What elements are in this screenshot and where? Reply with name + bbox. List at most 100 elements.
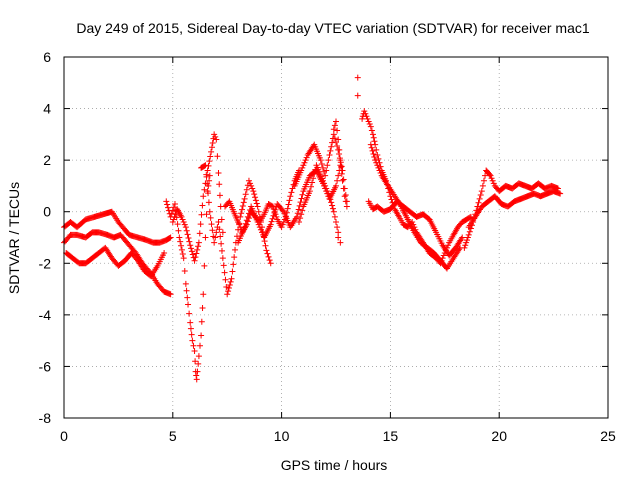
y-tick-label: -4: [39, 307, 52, 323]
data-point: [299, 191, 306, 198]
data-point-outlier: [354, 74, 361, 81]
data-point: [228, 275, 235, 282]
data-point: [339, 167, 346, 174]
data-point: [181, 221, 188, 228]
data-point: [179, 251, 186, 258]
data-point: [369, 147, 376, 154]
data-point: [202, 162, 209, 169]
data-point: [309, 179, 316, 186]
data-point: [296, 202, 303, 209]
data-point: [164, 201, 171, 208]
data-point: [340, 176, 347, 183]
data-point: [322, 172, 329, 179]
data-point: [185, 235, 192, 242]
data-point: [245, 177, 252, 184]
data-point: [267, 221, 274, 228]
data-point: [373, 146, 380, 153]
data-point: [330, 126, 337, 133]
data-point: [466, 214, 473, 221]
data-point: [477, 191, 484, 198]
data-point: [192, 254, 199, 261]
data-point: [311, 170, 318, 177]
data-point: [208, 144, 215, 151]
data-point: [169, 219, 176, 226]
data-points: [61, 74, 564, 383]
data-point: [328, 199, 335, 206]
data-point: [205, 199, 212, 206]
data-point: [268, 202, 275, 209]
data-point: [463, 237, 470, 244]
data-point: [487, 172, 494, 179]
data-point: [279, 207, 286, 214]
data-point: [207, 153, 214, 160]
data-point: [180, 219, 187, 226]
x-tick-label: 20: [491, 428, 507, 444]
data-point: [273, 213, 280, 220]
data-point: [191, 347, 198, 354]
data-point: [212, 133, 219, 140]
data-point: [363, 113, 370, 120]
data-point-outlier: [354, 92, 361, 99]
y-tick-label: -6: [39, 358, 52, 374]
data-point: [376, 167, 383, 174]
data-point: [297, 215, 304, 222]
data-point: [206, 158, 213, 165]
data-point: [207, 214, 214, 221]
chart-title: Day 249 of 2015, Sidereal Day-to-day VTE…: [76, 20, 589, 36]
data-point: [557, 190, 564, 197]
data-point: [174, 221, 181, 228]
y-tick-label: 6: [43, 49, 51, 65]
data-point: [319, 164, 326, 171]
data-point: [340, 185, 347, 192]
data-point: [338, 170, 345, 177]
data-point: [252, 194, 259, 201]
data-point: [334, 142, 341, 149]
data-point: [384, 181, 391, 188]
data-point: [479, 182, 486, 189]
data-point: [240, 199, 247, 206]
data-point: [264, 250, 271, 257]
data-point: [184, 231, 191, 238]
data-point: [248, 182, 255, 189]
data-point: [341, 193, 348, 200]
data-point: [367, 141, 374, 148]
data-point: [334, 127, 341, 134]
data-point: [323, 185, 330, 192]
data-point: [188, 248, 195, 255]
data-point: [250, 188, 257, 195]
y-axis-label: SDTVAR / TECUs: [6, 182, 22, 294]
data-point: [238, 210, 245, 217]
data-point: [185, 301, 192, 308]
data-point: [196, 230, 203, 237]
data-point: [213, 136, 220, 143]
data-point: [328, 143, 335, 150]
data-point: [211, 131, 218, 138]
data-point: [338, 163, 345, 170]
data-point: [333, 182, 339, 189]
data-point: [179, 216, 186, 223]
data-point: [298, 195, 305, 202]
data-point: [284, 205, 291, 212]
data-point: [239, 203, 246, 210]
data-point: [329, 205, 336, 212]
data-point: [243, 186, 250, 193]
data-point: [359, 115, 366, 122]
data-point: [255, 208, 262, 215]
data-point: [319, 177, 326, 184]
data-point: [270, 212, 277, 219]
data-point: [279, 221, 286, 228]
data-point-outlier: [335, 234, 342, 241]
data-point: [325, 190, 332, 197]
data-point: [177, 238, 184, 245]
data-point: [187, 319, 194, 326]
data-point: [324, 188, 331, 195]
data-point: [202, 234, 209, 241]
data-point: [180, 255, 187, 262]
data-point: [168, 210, 175, 217]
data-point: [375, 164, 382, 171]
data-point: [370, 150, 377, 157]
data-point: [211, 239, 218, 246]
data-point: [303, 154, 310, 161]
data-point: [271, 209, 278, 216]
